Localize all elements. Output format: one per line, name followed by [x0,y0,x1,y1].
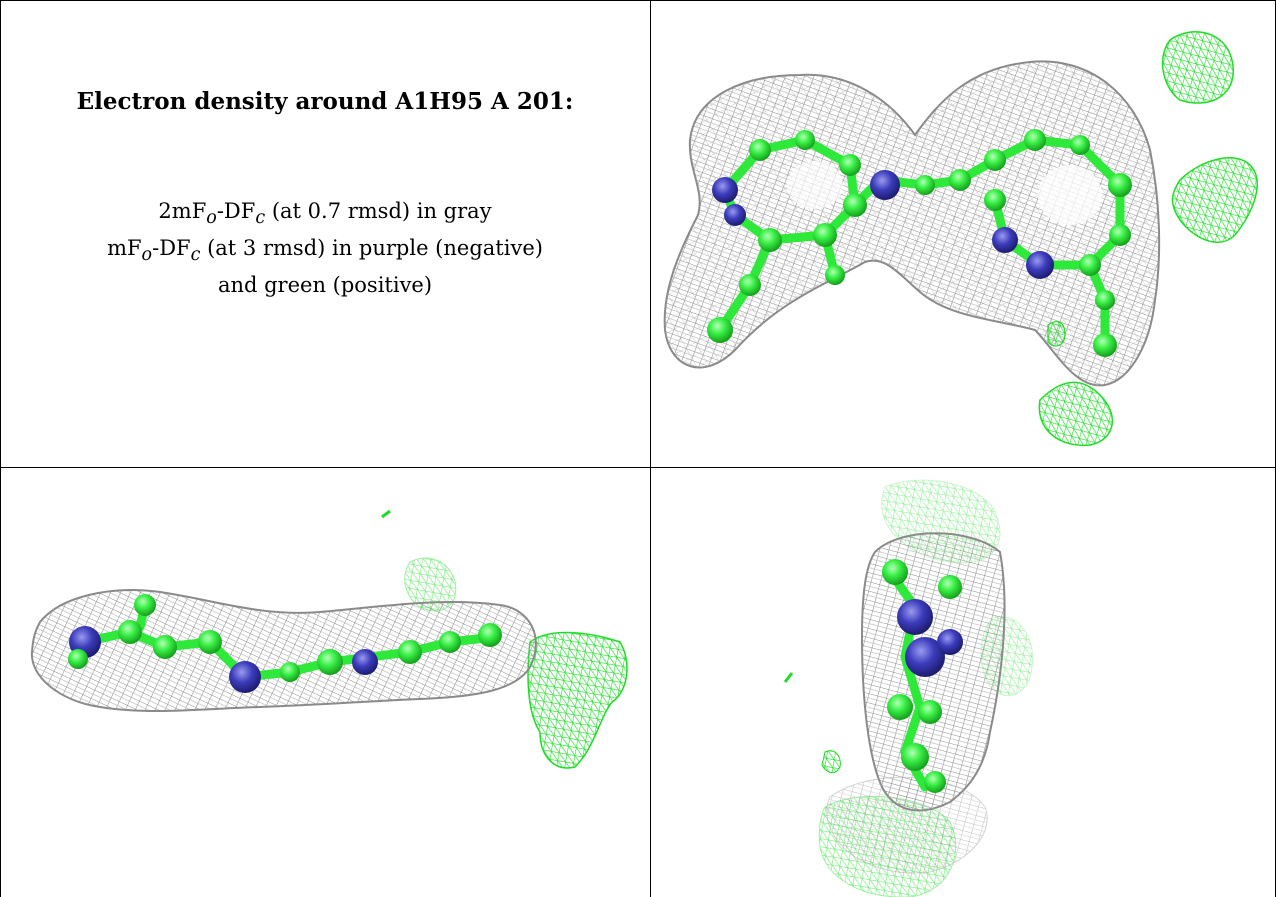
legend-line-positive: and green (positive) [217,273,433,298]
table-border-left [0,0,1,897]
density-view-front [650,0,1276,467]
figure-title: Electron density around A1H95 A 201: [76,88,574,115]
molecule-atoms [68,594,502,693]
table-border-top [0,0,1276,1]
legend-text: 2mFo-DFc (at 0.7 rmsd) in gray mFo-DFc (… [0,196,650,300]
green-density-mesh [1038,31,1258,447]
molecule-atoms [882,559,963,793]
caption-cell: Electron density around A1H95 A 201: 2mF… [0,0,650,467]
view-front-image [663,31,1258,447]
view-side-image [30,509,628,769]
molecule-atoms [707,129,1132,357]
legend-line-2fofc: 2mFo-DFc (at 0.7 rmsd) in gray [158,199,492,229]
gray-density-mesh [30,589,537,713]
table-divider-horizontal [0,467,1276,468]
density-view-end [650,467,1276,897]
green-density-mesh [381,509,628,769]
table-divider-vertical [650,0,651,897]
view-end-image [783,479,1034,897]
density-view-side [0,467,650,897]
legend-line-fofc: mFo-DFc (at 3 rmsd) in purple (negative) [107,236,543,266]
